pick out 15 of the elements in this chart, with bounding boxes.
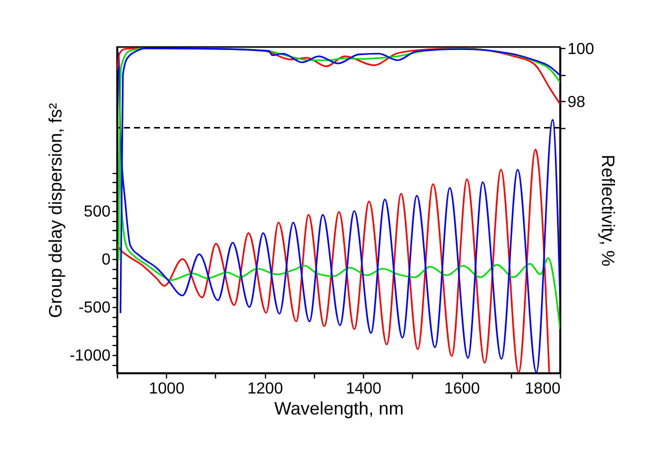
x-tick-label: 1800: [524, 380, 561, 398]
y2-axis-title: Reflectivity, %: [598, 154, 618, 266]
x-tick-label: 1000: [148, 380, 185, 398]
x-tick-label: 1200: [247, 380, 284, 398]
y-tick-label: -500: [78, 300, 111, 317]
y-tick-label: 500: [84, 204, 111, 221]
y-axis-title: Group delay dispersion, fs²: [46, 102, 66, 318]
y-tick-label: -1000: [70, 348, 111, 365]
y2-tick-label: 98: [568, 94, 586, 111]
line-series: [117, 148, 550, 373]
y2-tick-label: 100: [568, 40, 594, 58]
x-tick-label: 1600: [444, 380, 480, 398]
x-axis-title: Wavelength, nm: [274, 398, 404, 418]
y-tick-label: 0: [102, 252, 111, 269]
x-tick-label: 1400: [346, 380, 382, 398]
